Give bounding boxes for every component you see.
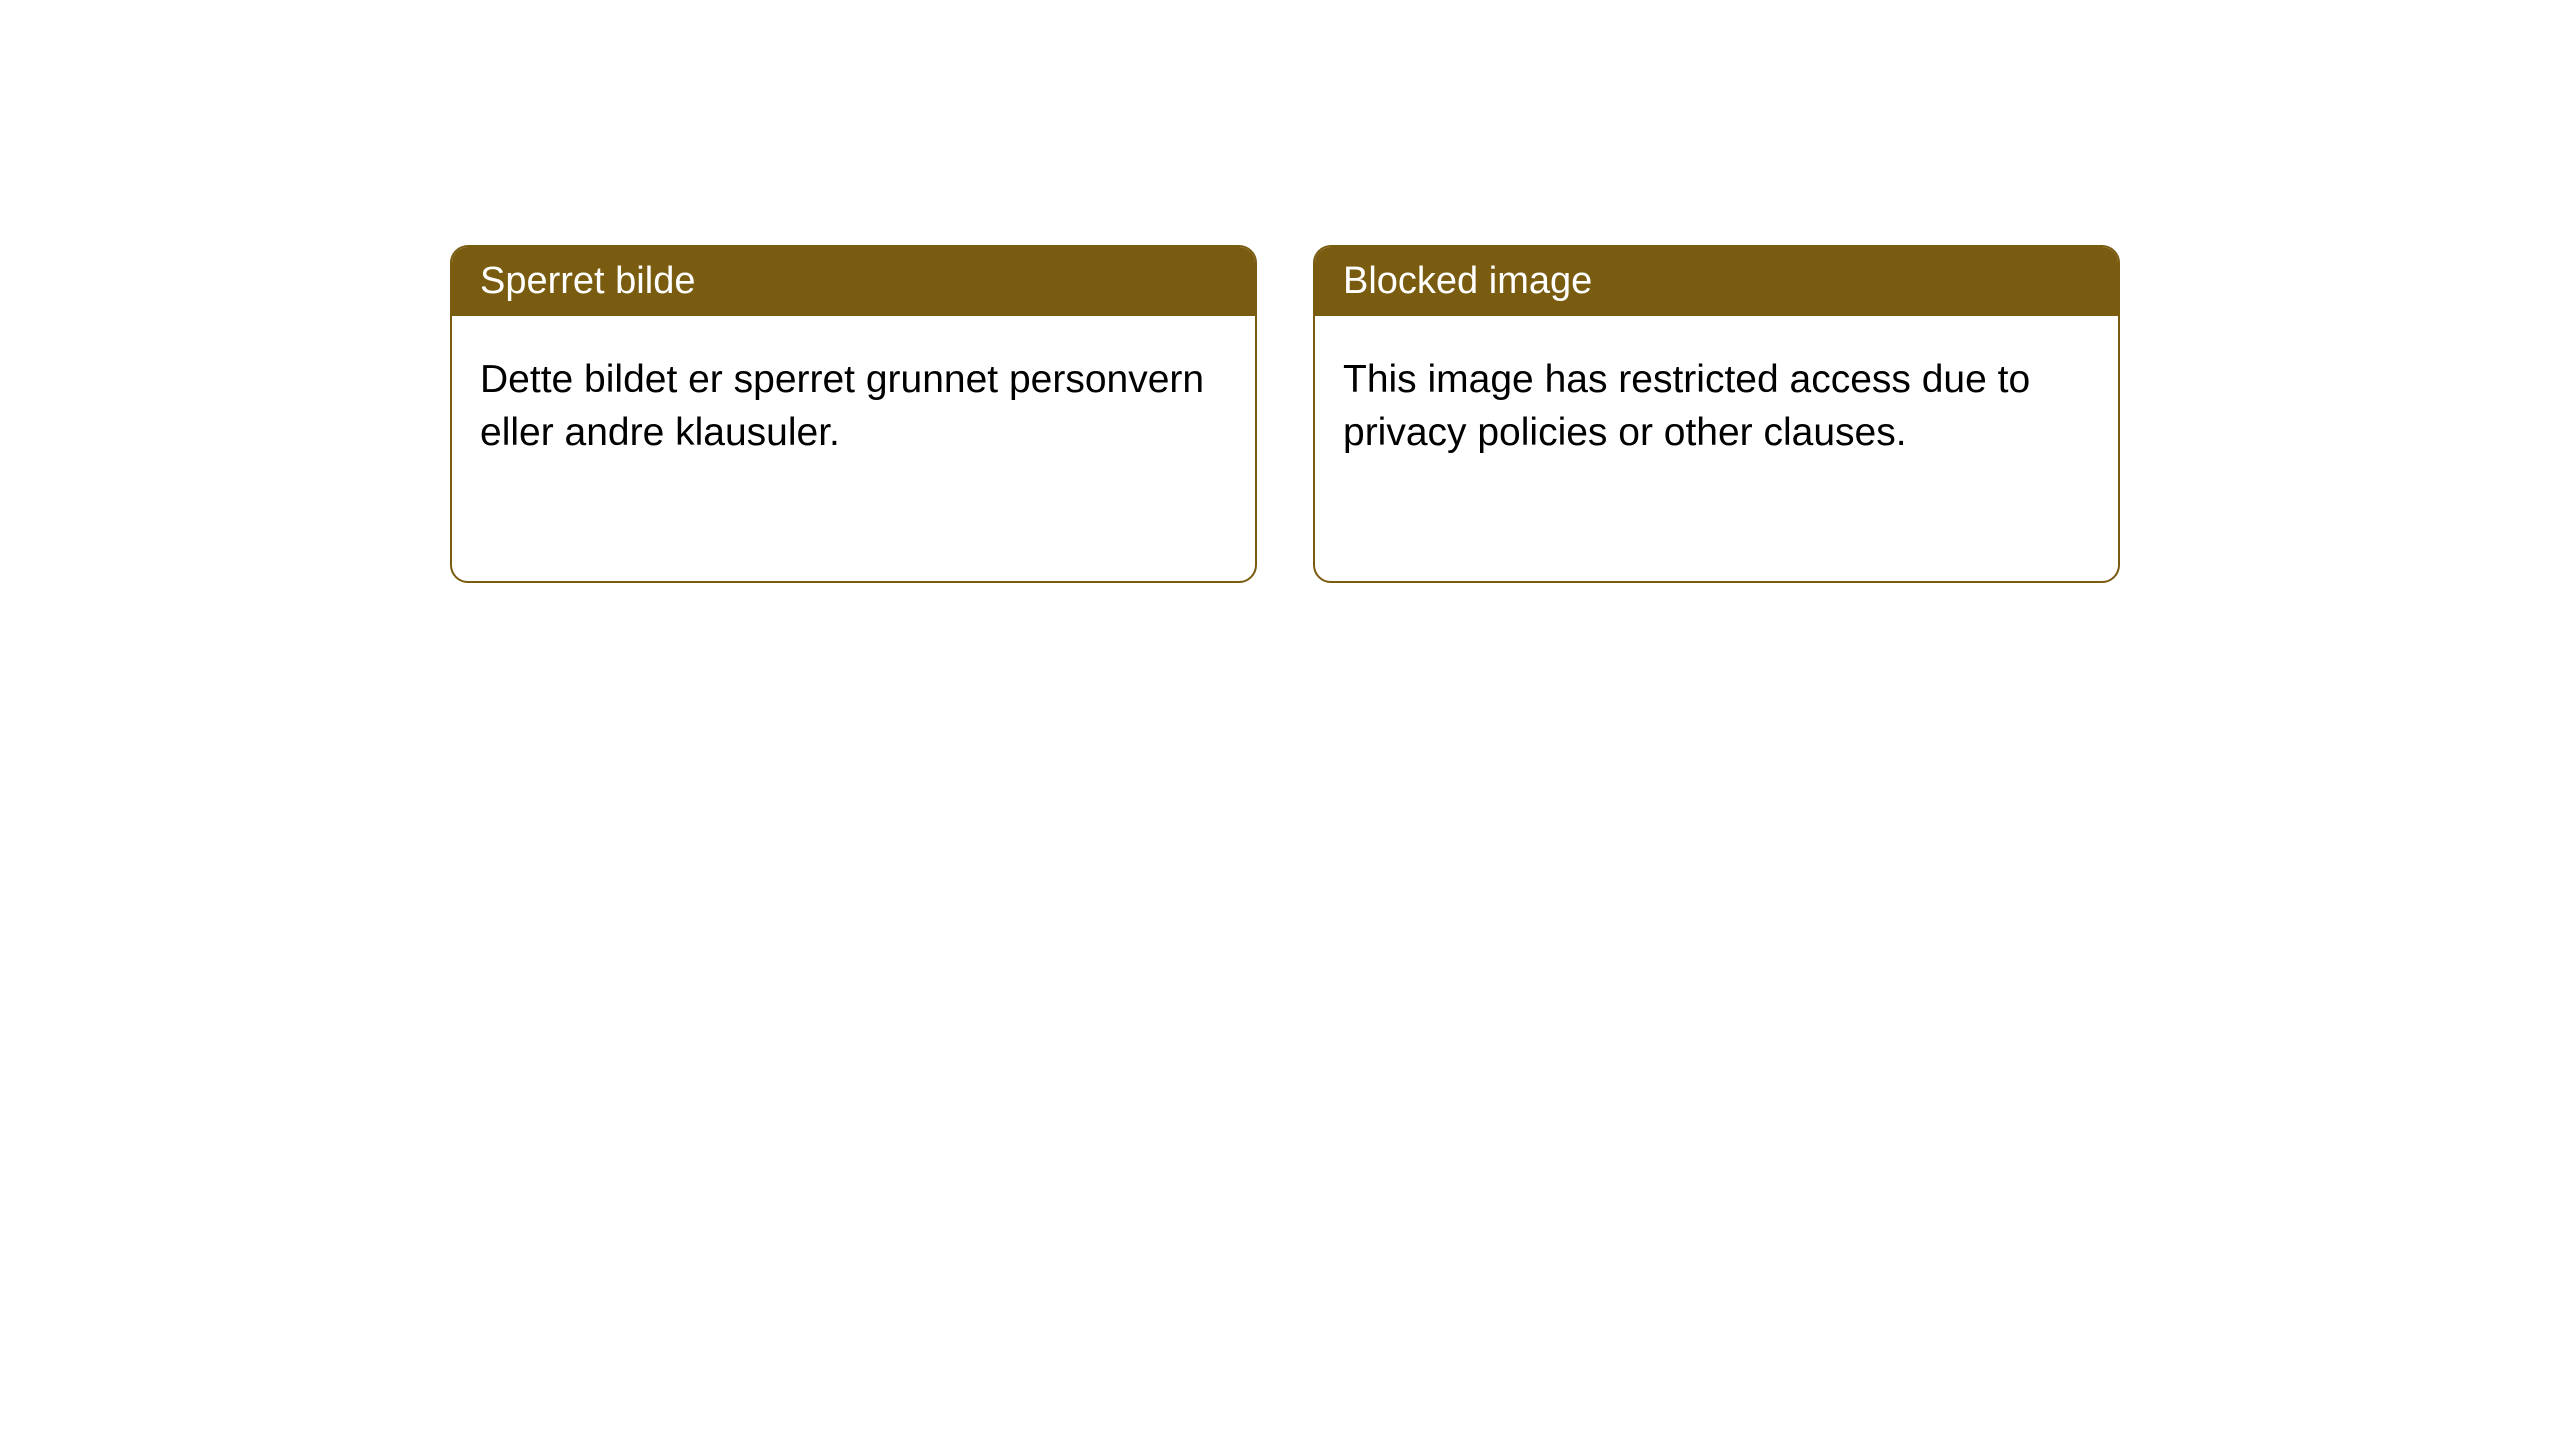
notice-card-english: Blocked image This image has restricted …: [1313, 245, 2120, 583]
notice-body-english: This image has restricted access due to …: [1315, 316, 2118, 497]
notice-container: Sperret bilde Dette bildet er sperret gr…: [450, 245, 2120, 583]
notice-body-norwegian: Dette bildet er sperret grunnet personve…: [452, 316, 1255, 497]
notice-title-english: Blocked image: [1315, 247, 2118, 316]
notice-card-norwegian: Sperret bilde Dette bildet er sperret gr…: [450, 245, 1257, 583]
notice-title-norwegian: Sperret bilde: [452, 247, 1255, 316]
